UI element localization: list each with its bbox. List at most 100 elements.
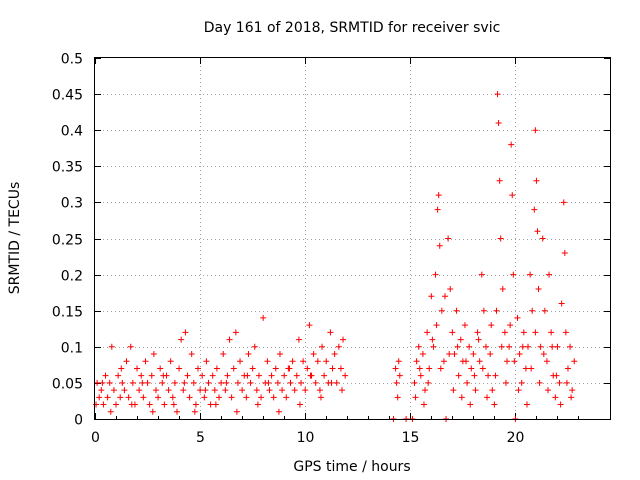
data-point xyxy=(254,401,261,408)
data-point xyxy=(129,379,136,386)
data-point xyxy=(429,336,436,343)
data-point xyxy=(519,343,526,350)
data-point xyxy=(571,358,578,365)
data-point xyxy=(224,372,231,379)
data-point xyxy=(539,235,546,242)
data-point xyxy=(144,379,151,386)
data-point xyxy=(249,365,256,372)
data-point xyxy=(430,343,437,350)
data-point xyxy=(393,379,400,386)
data-point xyxy=(449,329,456,336)
data-point xyxy=(258,394,265,401)
data-point xyxy=(488,322,495,329)
data-point xyxy=(540,351,547,358)
data-point xyxy=(251,343,258,350)
data-point xyxy=(335,343,342,350)
data-point xyxy=(274,379,281,386)
data-point xyxy=(202,387,209,394)
x-tick-label: 5 xyxy=(196,430,205,446)
data-point xyxy=(148,372,155,379)
data-point xyxy=(487,351,494,358)
data-point xyxy=(425,379,432,386)
data-point xyxy=(272,365,279,372)
data-point xyxy=(537,343,544,350)
data-point xyxy=(561,249,568,256)
data-point xyxy=(510,271,517,278)
axis-ticks: 0 0.05 0.1 0.15 0.2 0.25 0.3 0.35 0.4 0.45 0.5 0 5 10… xyxy=(52,52,610,446)
data-point xyxy=(508,141,515,148)
data-point xyxy=(516,351,523,358)
data-point xyxy=(558,300,565,307)
data-point xyxy=(333,379,340,386)
data-point xyxy=(146,401,153,408)
data-point xyxy=(467,401,474,408)
data-point xyxy=(323,358,330,365)
y-tick-label: 0 xyxy=(74,413,83,429)
data-point xyxy=(435,192,442,199)
data-point xyxy=(436,242,443,249)
data-point xyxy=(99,379,106,386)
data-point xyxy=(107,408,114,415)
data-point xyxy=(136,387,143,394)
data-point xyxy=(118,365,125,372)
y-tick-label: 0.05 xyxy=(52,377,83,393)
data-point xyxy=(180,387,187,394)
data-point xyxy=(466,343,473,350)
data-point xyxy=(474,329,481,336)
y-tick-label: 0.3 xyxy=(61,196,83,212)
data-point xyxy=(428,293,435,300)
x-tick-label: 20 xyxy=(507,430,525,446)
data-point xyxy=(480,307,487,314)
data-point xyxy=(434,206,441,213)
data-point xyxy=(226,336,233,343)
data-point xyxy=(169,394,176,401)
data-point xyxy=(298,379,304,386)
data-point xyxy=(181,379,188,386)
data-point xyxy=(413,358,420,365)
data-point xyxy=(106,379,113,386)
data-point xyxy=(569,387,576,394)
data-point xyxy=(188,351,195,358)
data-point xyxy=(327,329,334,336)
data-point xyxy=(205,379,212,386)
data-point xyxy=(222,387,229,394)
data-point xyxy=(201,394,208,401)
data-point xyxy=(417,372,424,379)
data-point xyxy=(321,372,328,379)
data-point xyxy=(178,336,185,343)
data-point xyxy=(525,343,532,350)
data-point xyxy=(232,329,239,336)
data-point xyxy=(457,336,464,343)
data-point xyxy=(213,365,220,372)
data-point xyxy=(520,329,527,336)
data-point xyxy=(329,365,336,372)
y-tick-label: 0.35 xyxy=(52,160,83,176)
data-point xyxy=(244,372,251,379)
data-point xyxy=(528,365,535,372)
data-point xyxy=(138,372,145,379)
data-point xyxy=(522,365,529,372)
data-point xyxy=(412,394,419,401)
data-point xyxy=(211,387,218,394)
data-point xyxy=(184,372,191,379)
data-point xyxy=(484,394,491,401)
data-point xyxy=(176,365,183,372)
data-point xyxy=(157,365,164,372)
data-point xyxy=(395,358,402,365)
data-point xyxy=(142,358,149,365)
data-point xyxy=(291,387,298,394)
data-point xyxy=(420,401,427,408)
data-point xyxy=(424,329,431,336)
data-point xyxy=(342,372,349,379)
data-point xyxy=(98,387,105,394)
data-point xyxy=(553,372,560,379)
data-point xyxy=(450,387,457,394)
data-point xyxy=(534,228,541,235)
data-point xyxy=(567,343,574,350)
data-point xyxy=(121,387,128,394)
data-point xyxy=(464,379,471,386)
data-point xyxy=(498,343,505,350)
data-point xyxy=(527,271,534,278)
data-point xyxy=(529,307,536,314)
data-point xyxy=(544,387,551,394)
